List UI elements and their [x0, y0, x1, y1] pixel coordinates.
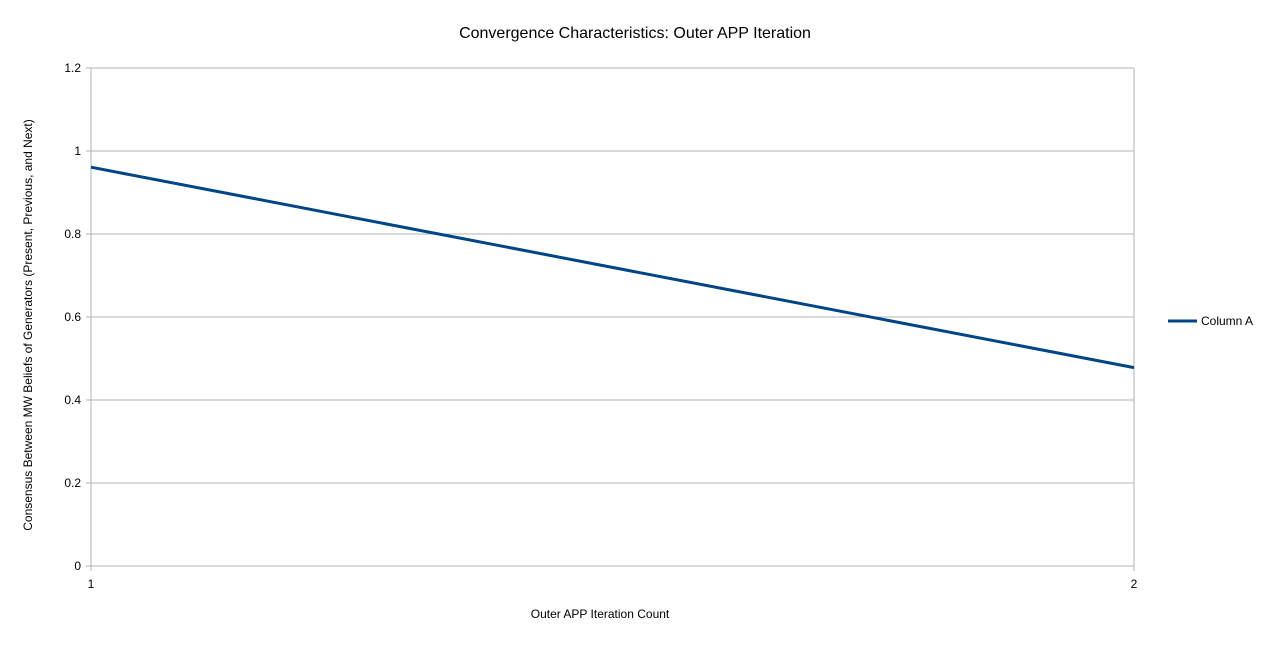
axes	[86, 67, 1135, 571]
y-tick-label: 0.4	[64, 393, 81, 407]
series-line-column-a	[90, 165, 1135, 370]
x-tick-label: 2	[1131, 577, 1138, 591]
y-tick-label: 1	[74, 144, 81, 158]
y-tick-label: 0.6	[64, 310, 81, 324]
legend: Column A	[1168, 314, 1253, 328]
y-tick-labels: 0 0.2 0.4 0.6 0.8 1 1.2	[64, 61, 81, 573]
legend-label: Column A	[1201, 314, 1253, 328]
chart-title: Convergence Characteristics: Outer APP I…	[459, 25, 811, 42]
y-tick-label: 0.2	[64, 476, 81, 490]
y-tick-label: 0.8	[64, 227, 81, 241]
x-tick-label: 1	[88, 577, 95, 591]
y-tick-label: 1.2	[64, 61, 81, 75]
y-axis-title: Consensus Between MW Beliefs of Generato…	[21, 119, 35, 531]
gridlines	[91, 67, 1134, 567]
y-tick-label: 0	[74, 559, 81, 573]
series-lines	[90, 165, 1135, 370]
x-axis-title: Outer APP Iteration Count	[531, 607, 670, 621]
